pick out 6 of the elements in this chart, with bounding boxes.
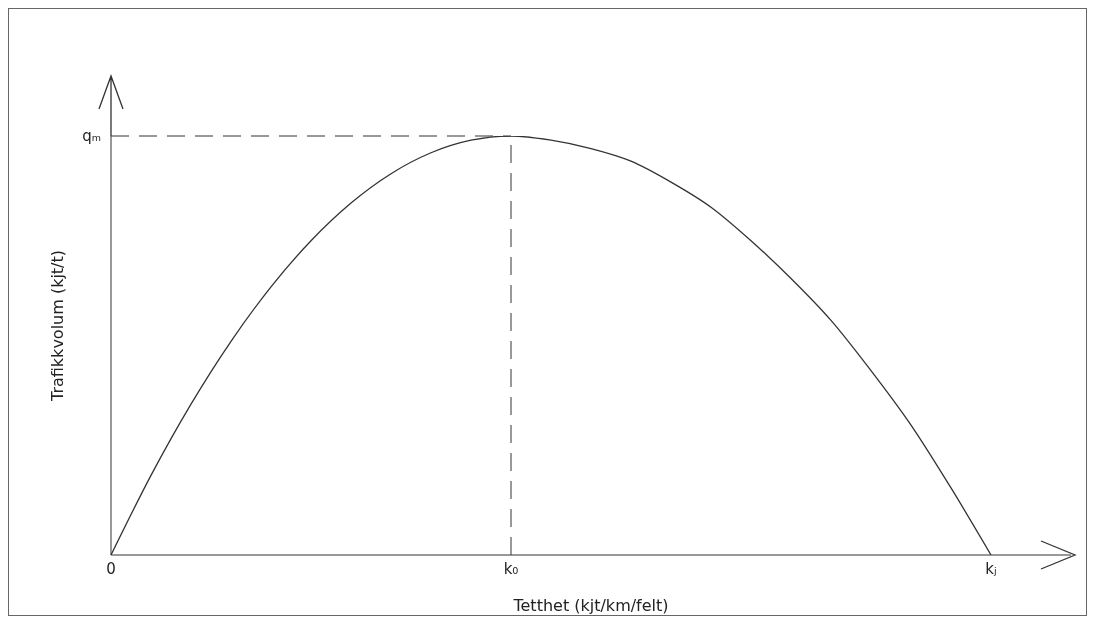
x-tick-label: k₀ — [503, 559, 519, 578]
x-axis-title: Tetthet (kjt/km/felt) — [512, 596, 669, 615]
x-tick-label: kⱼ — [985, 559, 997, 578]
y-axis-title: Trafikkvolum (kjt/t) — [47, 249, 67, 403]
x-tick-label: 0 — [106, 559, 116, 578]
ref-line-label: qₘ — [82, 127, 101, 146]
